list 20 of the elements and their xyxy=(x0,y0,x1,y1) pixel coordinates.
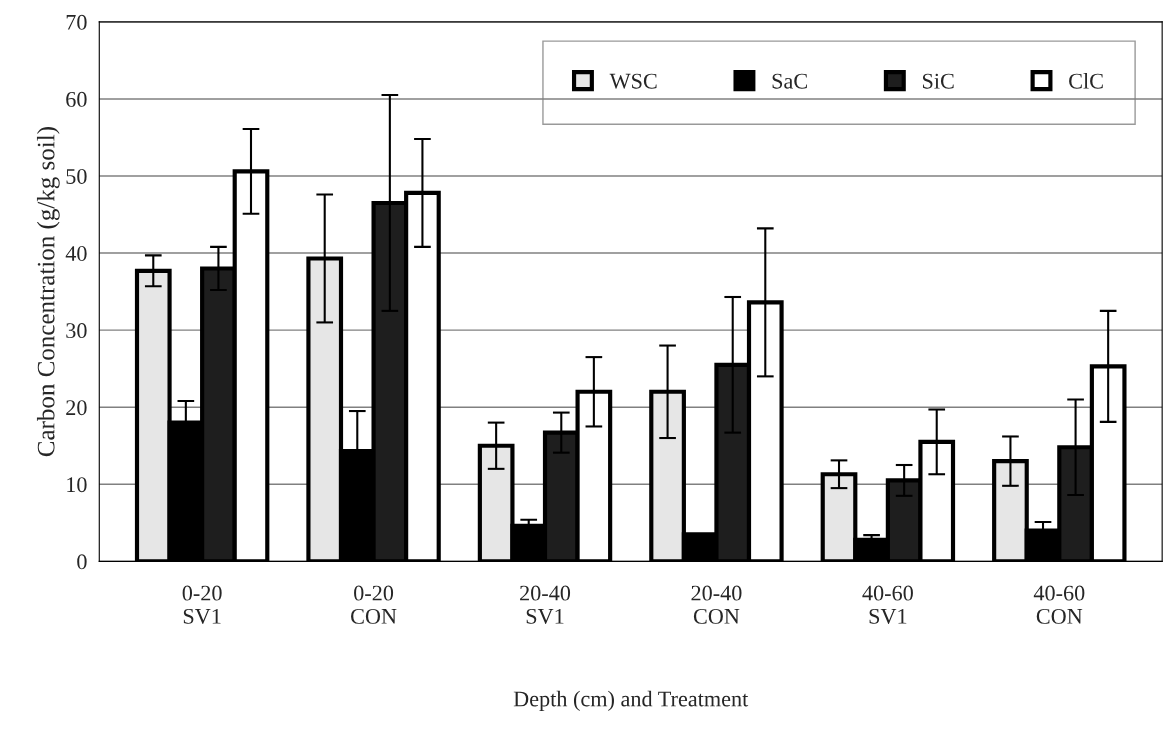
legend-label: WSC xyxy=(609,73,657,89)
y-tick-label: 60 xyxy=(66,91,87,107)
legend-label: SiC xyxy=(922,73,954,89)
y-tick-label: 20 xyxy=(66,400,87,416)
y-tick-label: 70 xyxy=(66,14,87,30)
y-tick-label: 0 xyxy=(77,554,87,570)
x-tick-label: 20-40 CON xyxy=(691,585,742,624)
y-tick-label: 50 xyxy=(66,168,87,184)
x-axis-title: Depth (cm) and Treatment xyxy=(513,690,749,711)
legend-label: ClC xyxy=(1069,72,1103,89)
x-tick-label: 0-20 SV1 xyxy=(182,585,222,624)
y-tick-label: 10 xyxy=(67,477,87,493)
y-tick-label: 30 xyxy=(66,323,87,339)
y-tick-label: 40 xyxy=(65,246,87,261)
x-tick-label: 20-40 SV1 xyxy=(520,585,571,624)
x-tick-label: 40-60 SV1 xyxy=(862,585,913,624)
x-tick-label: 0-20 CON xyxy=(351,585,397,624)
y-axis-title: Carbon Concentration (g/kg soil) xyxy=(36,127,60,457)
legend-label: SaC xyxy=(772,73,807,89)
x-tick-label: 40-60 CON xyxy=(1033,585,1085,624)
